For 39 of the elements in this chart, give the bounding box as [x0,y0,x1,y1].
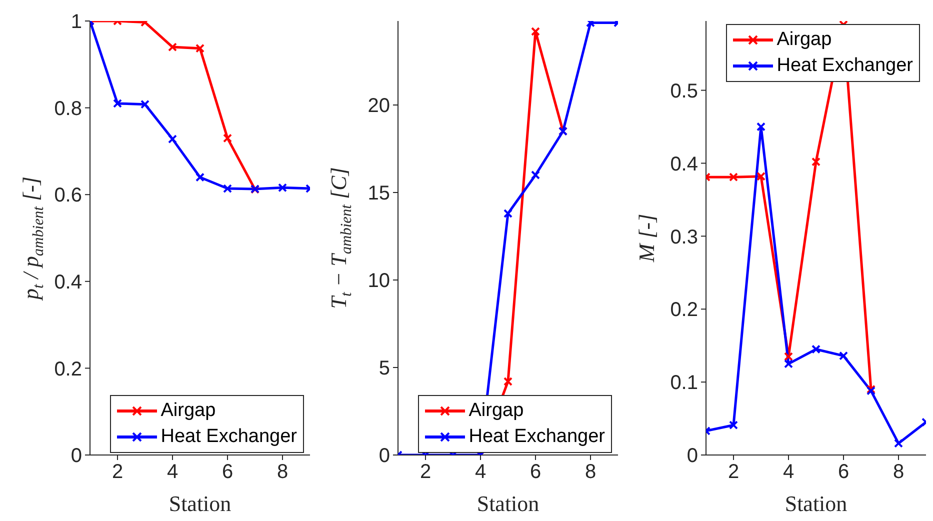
y-tick-label: 0.4 [54,272,82,294]
y-tick-label: 5 [378,358,390,380]
x-tick-label: 6 [530,461,542,484]
y-tick-label: 0.4 [670,153,698,176]
y-tick-label: 15 [368,182,390,205]
x-tick-label: 8 [892,461,904,484]
x-axis-title: Station [784,491,848,516]
legend-label: Airgap [468,399,524,423]
y-tick-label: 0 [70,445,82,468]
x-tick-label: 2 [420,461,432,484]
x-tick-label: 4 [474,461,486,484]
x-tick-label: 8 [276,461,288,484]
y-tick-label: 0.1 [670,372,698,394]
y-tick-label: 1 [70,11,82,34]
y-tick-label: 10 [368,270,390,292]
legend-label: Airgap [160,399,216,423]
x-tick-label: 6 [222,461,234,484]
y-tick-label: 0.2 [54,358,82,380]
y-tick-label: 0.6 [54,184,82,207]
x-tick-label: 8 [584,461,596,484]
legend-label: Heat Exchanger [776,54,913,78]
y-axis-title: M [-] [634,214,659,264]
legend-label: Heat Exchanger [468,425,605,449]
x-axis-title: Station [476,491,540,516]
x-tick-label: 2 [112,461,124,484]
x-axis-title: Station [168,491,232,516]
x-tick-label: 4 [166,461,178,484]
legend-label: Airgap [776,28,832,52]
legend-label: Heat Exchanger [160,425,297,449]
y-tick-label: 0.2 [670,299,698,322]
y-tick-label: 0.8 [54,98,82,120]
y-tick-label: 0 [686,445,698,468]
x-tick-label: 6 [838,461,850,484]
y-tick-label: 0.3 [670,226,698,248]
x-tick-label: 2 [728,461,740,484]
y-tick-label: 20 [368,95,390,118]
y-tick-label: 0.5 [670,80,698,102]
x-tick-label: 4 [782,461,794,484]
y-tick-label: 0 [378,445,390,468]
